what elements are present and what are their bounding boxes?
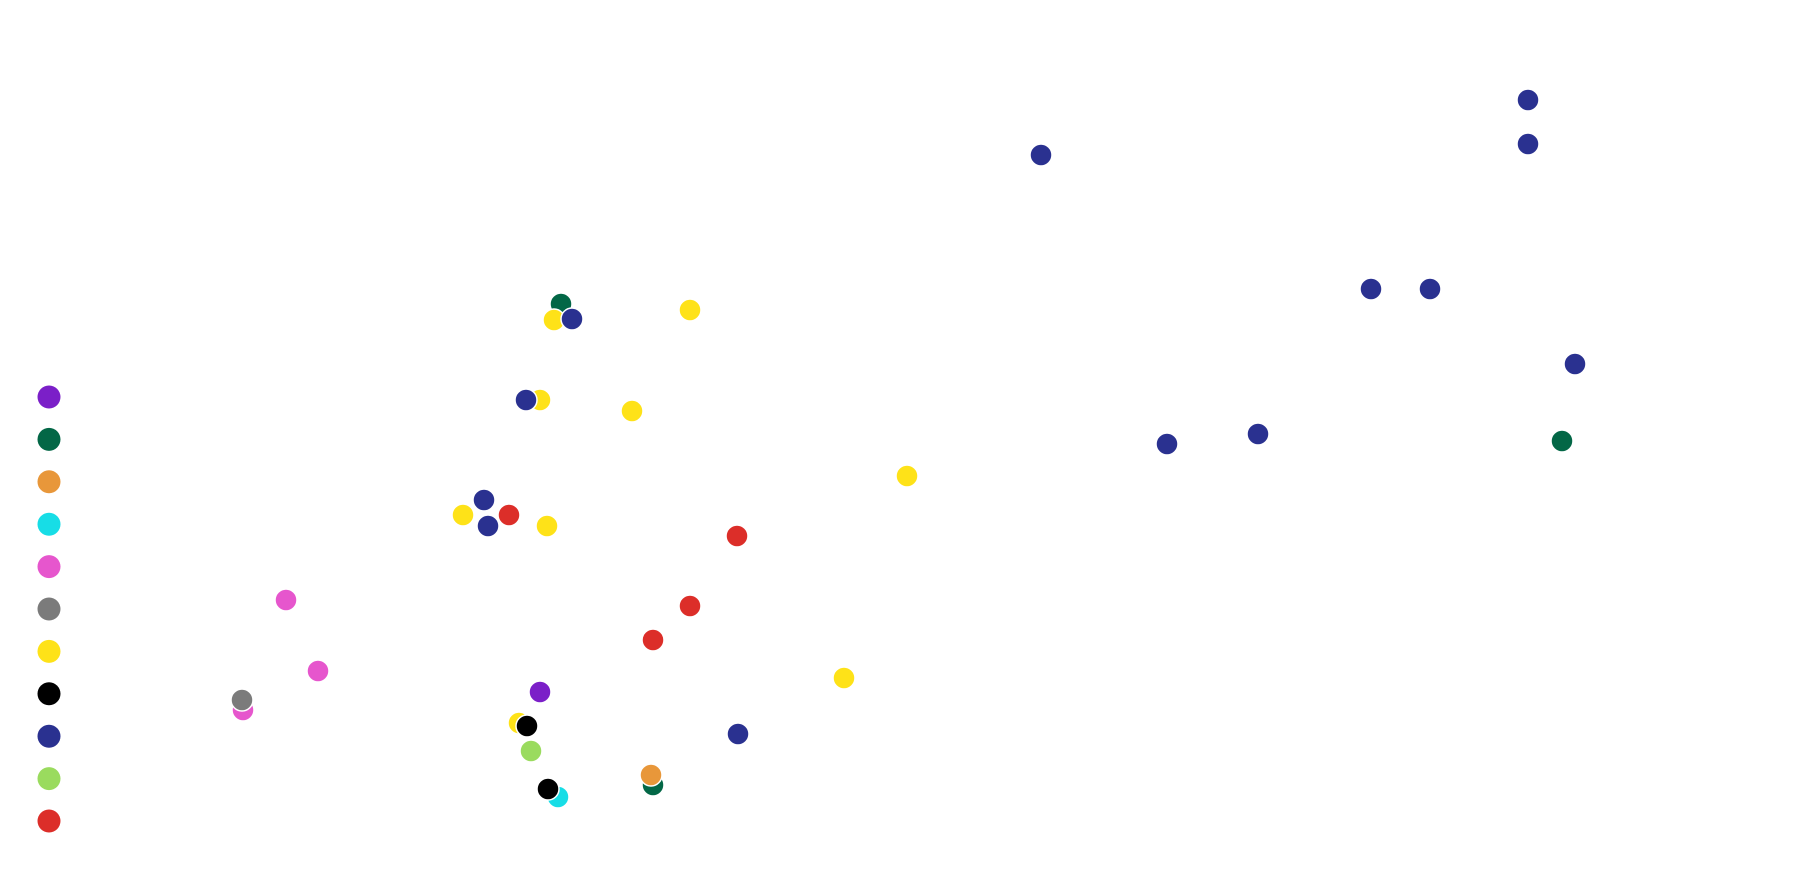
data-point-navy-6: [1563, 352, 1587, 376]
legend-marker-orange: [37, 470, 61, 494]
legend-marker-black: [37, 682, 61, 706]
legend-marker-purple: [37, 385, 61, 409]
data-point-yellow-9: [678, 298, 702, 322]
data-point-red-4: [497, 503, 521, 527]
data-point-pink-3: [274, 588, 298, 612]
data-point-light-green-1: [519, 739, 543, 763]
data-point-dark-green-2: [1550, 429, 1574, 453]
data-point-navy-10: [1418, 277, 1442, 301]
legend-marker-yellow: [37, 639, 61, 663]
data-point-red-1: [641, 628, 665, 652]
data-point-navy-13: [1516, 88, 1540, 112]
data-point-navy-2: [476, 514, 500, 538]
legend: [37, 385, 61, 833]
points-layer: [230, 88, 1587, 809]
data-point-black-2: [515, 714, 539, 738]
data-point-yellow-5: [895, 464, 919, 488]
data-point-red-3: [725, 524, 749, 548]
data-point-yellow-3: [451, 503, 475, 527]
data-point-navy-9: [1359, 277, 1383, 301]
legend-marker-gray: [37, 597, 61, 621]
legend-marker-red: [37, 809, 61, 833]
data-point-gray-1: [230, 688, 254, 712]
data-point-black-1: [536, 777, 560, 801]
data-point-red-2: [678, 594, 702, 618]
data-point-pink-2: [306, 659, 330, 683]
data-point-navy-7: [514, 388, 538, 412]
data-point-navy-12: [1516, 132, 1540, 156]
data-point-navy-11: [1029, 143, 1053, 167]
data-point-yellow-2: [832, 666, 856, 690]
data-point-yellow-6: [620, 399, 644, 423]
legend-marker-pink: [37, 555, 61, 579]
data-point-navy-1: [726, 722, 750, 746]
legend-marker-dark-green: [37, 427, 61, 451]
data-point-navy-8: [560, 307, 584, 331]
legend-marker-light-green: [37, 767, 61, 791]
legend-marker-cyan: [37, 512, 61, 536]
data-point-navy-3: [472, 488, 496, 512]
data-point-yellow-4: [535, 514, 559, 538]
data-point-navy-5: [1246, 422, 1270, 446]
legend-marker-navy: [37, 724, 61, 748]
data-point-orange-1: [639, 763, 663, 787]
data-point-purple-1: [528, 680, 552, 704]
data-point-navy-4: [1155, 432, 1179, 456]
